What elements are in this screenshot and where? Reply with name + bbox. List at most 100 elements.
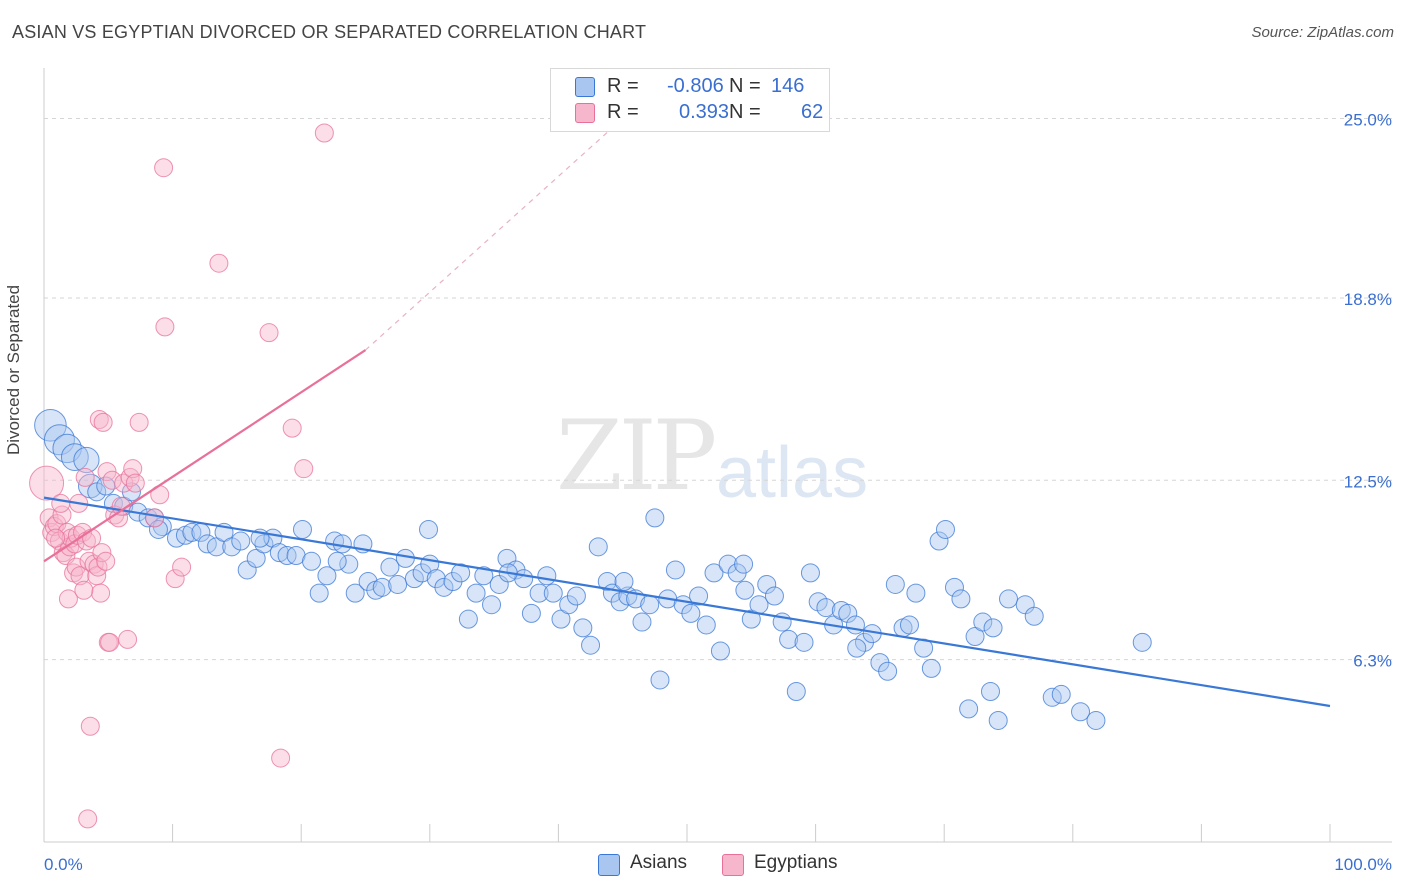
- asian-point: [944, 577, 964, 597]
- egyptian-point: [75, 467, 95, 487]
- legend-n-value: 146: [771, 75, 805, 97]
- asian-point: [543, 583, 563, 603]
- asian-point: [529, 583, 549, 603]
- asian-point: [43, 424, 75, 456]
- asian-point: [537, 566, 557, 586]
- egyptian-point: [88, 557, 108, 577]
- egyptian-point: [29, 465, 65, 501]
- asian-point: [951, 589, 971, 609]
- egyptian-point: [314, 123, 334, 143]
- legend-r-label: R =: [607, 75, 639, 97]
- egyptian-point: [96, 551, 116, 571]
- legend-swatch-blue: [575, 77, 595, 97]
- asian-point: [1086, 710, 1106, 730]
- asian-point: [292, 519, 312, 539]
- asian-point: [983, 618, 1003, 638]
- asian-point: [645, 508, 665, 528]
- asian-point: [588, 537, 608, 557]
- asian-point: [665, 560, 685, 580]
- bottom-legend-label: Asians: [630, 852, 688, 873]
- asian-point: [786, 682, 806, 702]
- watermark-zip: ZIP: [556, 400, 717, 512]
- asian-point: [60, 443, 89, 472]
- asian-point: [816, 598, 836, 618]
- egyptian-point: [51, 493, 71, 513]
- asian-point: [581, 635, 601, 655]
- y-tick-label: 12.5%: [1344, 472, 1392, 491]
- egyptian-point: [58, 589, 78, 609]
- egyptian-point: [100, 632, 120, 652]
- asian-point: [847, 638, 867, 658]
- asian-point: [87, 482, 107, 502]
- egyptian-point: [282, 418, 302, 438]
- asian-point: [845, 615, 865, 635]
- asian-point: [681, 603, 701, 623]
- asian-point: [474, 566, 494, 586]
- asian-point: [885, 574, 905, 594]
- asian-point: [231, 531, 251, 551]
- asian-point: [458, 609, 478, 629]
- asian-point: [597, 572, 617, 592]
- egyptian-point: [123, 459, 143, 479]
- egyptian-point: [271, 748, 291, 768]
- asian-point: [973, 612, 993, 632]
- asian-point: [566, 586, 586, 606]
- asian-point: [794, 632, 814, 652]
- asian-point: [222, 537, 242, 557]
- asian-point: [73, 446, 100, 474]
- asian-point: [573, 618, 593, 638]
- watermark-atlas: atlas: [716, 433, 869, 513]
- x-tick-label: 0.0%: [44, 855, 83, 874]
- asian-point: [650, 670, 670, 690]
- legend-swatch-pink: [575, 103, 595, 123]
- egyptian-point: [154, 158, 174, 178]
- asian-point: [614, 572, 634, 592]
- asian-point: [710, 641, 730, 661]
- asian-point: [327, 551, 347, 571]
- y-tick-label: 25.0%: [1344, 111, 1392, 130]
- asian-point: [466, 583, 486, 603]
- asian-point: [419, 519, 439, 539]
- legend-r-value: 0.393: [679, 101, 730, 123]
- asian-point: [395, 548, 415, 568]
- asian-point: [808, 592, 828, 612]
- asian-point: [878, 661, 898, 681]
- bottom-legend-label: Egyptians: [754, 852, 838, 873]
- asian-point: [734, 554, 754, 574]
- asian-point: [779, 629, 799, 649]
- asian-point: [521, 603, 541, 623]
- egyptian-point: [209, 253, 229, 273]
- egyptian-point: [294, 459, 314, 479]
- asian-point: [640, 595, 660, 615]
- asian-point: [1071, 702, 1091, 722]
- y-tick-label: 6.3%: [1353, 652, 1392, 671]
- asian-point: [482, 595, 502, 615]
- legend-r-label: R =: [607, 101, 639, 123]
- asian-point: [757, 574, 777, 594]
- asian-point: [696, 615, 716, 635]
- egyptian-point: [155, 317, 175, 337]
- source-note: Source: ZipAtlas.com: [1251, 24, 1394, 41]
- asian-point: [935, 519, 955, 539]
- bottom-legend-swatch-pink: [722, 854, 744, 876]
- egyptian-point: [165, 569, 185, 589]
- asian-point: [1051, 684, 1071, 704]
- asian-point: [735, 580, 755, 600]
- chart-title: ASIAN VS EGYPTIAN DIVORCED OR SEPARATED …: [12, 22, 647, 42]
- legend-n-label: N =: [729, 75, 761, 97]
- asian-point: [689, 586, 709, 606]
- egyptian-point: [67, 525, 87, 545]
- asian-point: [764, 586, 784, 606]
- asian-point: [988, 710, 1008, 730]
- asian-point: [980, 682, 1000, 702]
- asian-point: [434, 577, 454, 597]
- asian-point: [1132, 632, 1152, 652]
- asian-point: [301, 551, 321, 571]
- legend-r-value: -0.806: [667, 75, 724, 97]
- egyptian-point: [74, 580, 94, 600]
- egyptian-point: [172, 557, 192, 577]
- asian-point: [388, 574, 408, 594]
- egyptian-point: [70, 566, 90, 586]
- egyptian-point: [125, 473, 145, 493]
